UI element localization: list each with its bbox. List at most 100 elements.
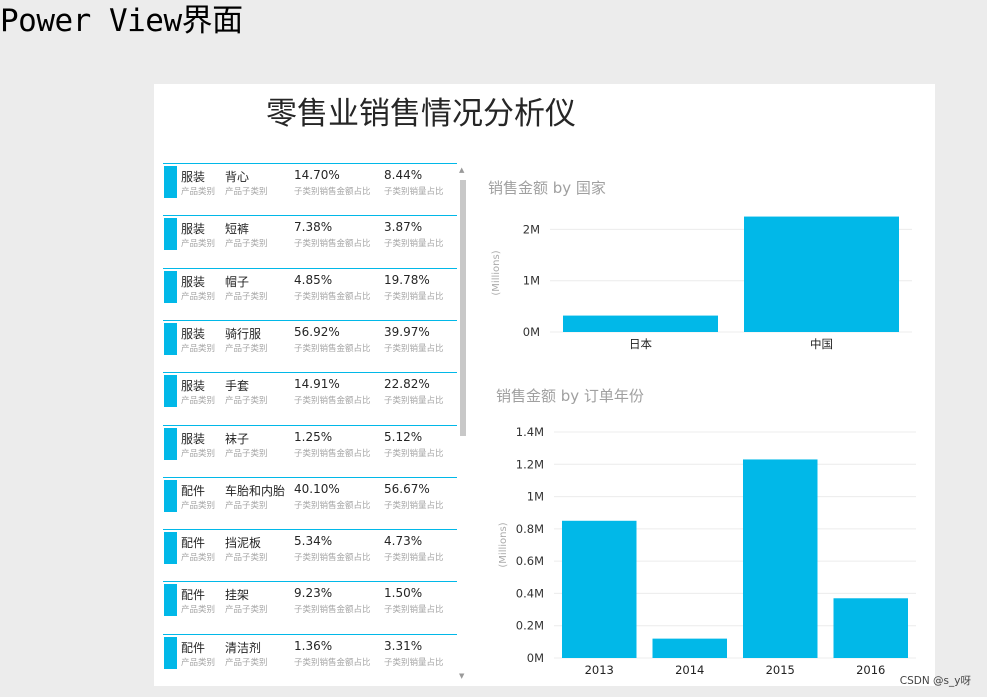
card-qty-share-label: 子类别销量占比: [384, 500, 444, 511]
data-card[interactable]: 配件 产品类别 清洁剂 产品子类别 1.36% 子类别销售金额占比 3.31% 子类别销量占比: [163, 633, 457, 678]
card-category-value: 服装: [181, 431, 206, 446]
card-qty-share-label: 子类别销量占比: [384, 187, 444, 197]
y-tick-label: 1.4M: [516, 425, 544, 439]
card-sales-share-value: 7.38%: [294, 220, 333, 235]
y-tick-label: 0.2M: [516, 619, 544, 633]
card-qty-share-label: 子类别销量占比: [384, 553, 444, 564]
card-category-label: 产品类别: [181, 291, 216, 302]
card-subcategory-label: 产品子类别: [225, 605, 268, 616]
card-sales-share-value: 9.23%: [294, 586, 333, 601]
card-category-value: 服装: [181, 379, 206, 394]
y-tick-label: 0M: [527, 651, 544, 665]
y-tick-label: 1M: [523, 274, 540, 288]
card-qty-share-label: 子类别销量占比: [384, 448, 444, 459]
data-card[interactable]: 配件 产品类别 车胎和内胎 产品子类别 40.10% 子类别销售金额占比 56.67% 子类别…: [163, 476, 457, 527]
y-tick-label: 0.4M: [516, 586, 544, 600]
card-accent-bar: [164, 584, 177, 617]
dashboard-title: 零售业销售情况分析仪: [266, 96, 576, 132]
data-card[interactable]: 服装 产品类别 骑行服 产品子类别 56.92% 子类别销售金额占比 39.97% 子类别销量…: [163, 319, 457, 370]
card-sales-share-label: 子类别销售金额占比: [294, 657, 371, 668]
y-axis-title: (Millions): [491, 250, 502, 295]
bar-2015: [743, 459, 818, 658]
card-category-value: 配件: [181, 640, 206, 655]
card-sales-share-value: 4.85%: [294, 272, 333, 287]
card-subcategory-label: 产品子类别: [225, 291, 268, 302]
sales-by-year-chart[interactable]: 销售金额 by 订单年份 0M 0.2M 0.4M 0.6M 0.8M 1M 1.2M 1.4M…: [492, 382, 922, 682]
card-sales-share-value: 5.34%: [294, 534, 333, 549]
bar-2013: [562, 520, 637, 658]
x-category-label: 日本: [629, 337, 652, 351]
data-card[interactable]: 服装 产品类别 帽子 产品子类别 4.85% 子类别销售金额占比 19.78% 子类别销量占比: [163, 267, 457, 318]
x-category-label: 中国: [810, 337, 833, 351]
card-accent-bar: [164, 166, 177, 198]
card-qty-share-value: 3.31%: [384, 638, 423, 653]
card-category-label: 产品类别: [181, 396, 216, 407]
card-qty-share-label: 子类别销量占比: [384, 291, 444, 302]
card-category-label: 产品类别: [181, 343, 216, 354]
card-sales-share-label: 子类别销售金额占比: [294, 396, 371, 407]
card-list[interactable]: 服装 产品类别 背心 产品子类别 14.70% 子类别销售金额占比 8.44% 子类别销量占比…: [163, 163, 457, 678]
scroll-up-arrow-icon[interactable]: ▲: [459, 166, 465, 174]
card-qty-share-value: 19.78%: [384, 272, 430, 287]
power-view-canvas: 零售业销售情况分析仪 服装 产品类别 背心 产品子类别 14.70% 子类别销售金额占比 8…: [154, 84, 935, 686]
card-category-label: 产品类别: [181, 553, 216, 564]
card-category-value: 服装: [181, 326, 206, 341]
data-card[interactable]: 服装 产品类别 手套 产品子类别 14.91% 子类别销售金额占比 22.82% 子类别销量占…: [163, 372, 457, 422]
scroll-thumb[interactable]: [460, 180, 466, 436]
bar-2014: [652, 638, 727, 658]
card-accent-bar: [164, 532, 177, 565]
card-category-value: 配件: [181, 588, 206, 603]
card-accent-bar: [164, 218, 177, 251]
card-qty-share-label: 子类别销量占比: [384, 343, 444, 354]
data-card[interactable]: 配件 产品类别 挡泥板 产品子类别 5.34% 子类别销售金额占比 4.73% 子类别销量占比: [163, 529, 457, 579]
card-subcategory-value: 袜子: [225, 431, 250, 446]
card-subcategory-value: 挂架: [225, 588, 250, 603]
card-sales-share-label: 子类别销售金额占比: [294, 343, 371, 354]
card-subcategory-value: 帽子: [225, 274, 250, 289]
x-category-label: 2016: [856, 663, 885, 677]
x-category-label: 2015: [766, 663, 795, 677]
card-subcategory-value: 车胎和内胎: [225, 483, 286, 498]
card-sales-share-value: 14.70%: [294, 168, 340, 182]
y-tick-label: 1M: [527, 490, 544, 504]
card-subcategory-value: 背心: [225, 170, 250, 184]
y-tick-label: 0.8M: [516, 522, 544, 536]
card-category-value: 服装: [181, 274, 206, 289]
data-card[interactable]: 服装 产品类别 袜子 产品子类别 1.25% 子类别销售金额占比 5.12% 子类别销量占比: [163, 424, 457, 475]
data-card[interactable]: 配件 产品类别 挂架 产品子类别 9.23% 子类别销售金额占比 1.50% 子类别销量占比: [163, 581, 457, 631]
card-qty-share-label: 子类别销量占比: [384, 396, 444, 407]
x-category-label: 2014: [675, 663, 704, 677]
card-category-value: 服装: [181, 170, 206, 184]
card-subcategory-label: 产品子类别: [225, 657, 268, 668]
y-axis-title: (Millions): [498, 522, 509, 567]
card-accent-bar: [164, 636, 177, 669]
card-qty-share-label: 子类别销量占比: [384, 239, 444, 250]
scroll-down-arrow-icon[interactable]: ▼: [459, 672, 465, 680]
card-subcategory-label: 产品子类别: [225, 396, 268, 407]
card-subcategory-label: 产品子类别: [225, 448, 268, 459]
card-qty-share-value: 1.50%: [384, 586, 423, 601]
card-sales-share-value: 14.91%: [294, 377, 340, 392]
data-card[interactable]: 服装 产品类别 短裤 产品子类别 7.38% 子类别销售金额占比 3.87% 子类别销量占比: [163, 215, 457, 265]
data-card[interactable]: 服装 产品类别 背心 产品子类别 14.70% 子类别销售金额占比 8.44% 子类别销量占比: [163, 163, 457, 213]
bar-中国: [744, 216, 899, 332]
card-subcategory-value: 短裤: [225, 222, 250, 237]
card-sales-share-value: 1.25%: [294, 429, 333, 444]
card-qty-share-value: 3.87%: [384, 220, 423, 235]
watermark: CSDN @s_y呀: [899, 675, 971, 687]
sales-by-country-chart[interactable]: 销售金额 by 国家 0M 1M 2M (Millions) 日本 中国: [484, 174, 934, 354]
page-heading: Power View界面: [0, 3, 243, 39]
card-sales-share-value: 40.10%: [294, 481, 340, 496]
y-tick-label: 0.6M: [516, 554, 544, 568]
card-list-scrollbar[interactable]: ▲ ▼: [458, 166, 468, 681]
card-subcategory-value: 骑行服: [225, 326, 262, 341]
card-accent-bar: [164, 427, 177, 460]
card-subcategory-label: 产品子类别: [225, 239, 268, 250]
card-qty-share-value: 39.97%: [384, 324, 430, 339]
card-sales-share-label: 子类别销售金额占比: [294, 500, 371, 511]
card-accent-bar: [164, 322, 177, 355]
card-subcategory-value: 挡泥板: [225, 536, 262, 551]
y-tick-label: 0M: [523, 325, 540, 339]
card-sales-share-value: 56.92%: [294, 324, 340, 339]
y-tick-label: 2M: [523, 222, 540, 236]
